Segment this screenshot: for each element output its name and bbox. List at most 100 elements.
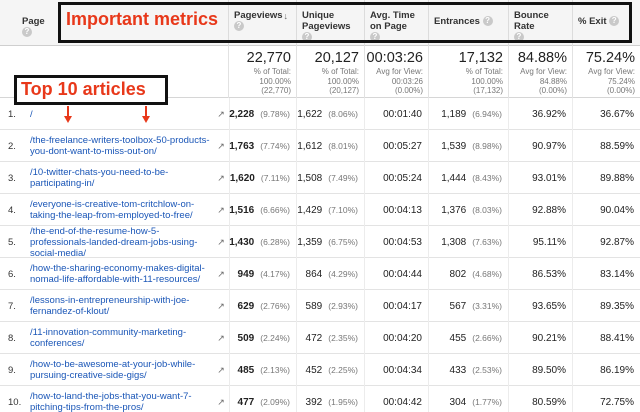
- pageviews-cell: 509 (2.24%): [229, 322, 296, 354]
- totals-row: 22,770 % of Total: 100.00% (22,770) 20,1…: [0, 46, 640, 98]
- entrances-percent: (1.77%): [472, 397, 502, 407]
- pageviews-value: 1,430: [229, 236, 255, 248]
- bounce-rate-cell: 92.88%: [508, 194, 572, 226]
- page-link[interactable]: /how-to-be-awesome-at-your-job-while-pur…: [30, 359, 196, 381]
- help-icon[interactable]: ?: [370, 32, 380, 43]
- page-link[interactable]: /: [30, 108, 33, 120]
- pageviews-percent: (6.66%): [260, 205, 290, 215]
- page-link[interactable]: /lessons-in-entrepreneurship-with-joe-fe…: [30, 295, 190, 317]
- entrances-value: 455: [449, 332, 467, 344]
- page-link[interactable]: /10-twitter-chats-you-need-to-be-partici…: [30, 167, 169, 189]
- entrances-cell: 1,189 (6.94%): [428, 98, 508, 130]
- pageviews-percent: (2.09%): [260, 397, 290, 407]
- pageviews-percent: (9.78%): [260, 109, 290, 119]
- unique-pageviews-cell: 472 (2.35%): [296, 322, 364, 354]
- pageviews-percent: (2.76%): [260, 301, 290, 311]
- table-row: 7. /lessons-in-entrepreneurship-with-joe-…: [0, 290, 640, 322]
- exit-cell: 90.04%: [572, 194, 640, 226]
- entrances-value: 1,539: [441, 140, 467, 152]
- total-entrances-caption: % of Total:: [465, 67, 503, 76]
- unique-pageviews-value: 1,622: [297, 108, 323, 120]
- page-link[interactable]: /11-innovation-community-marketing-confe…: [30, 327, 187, 349]
- entrances-value: 1,444: [441, 172, 467, 184]
- pageviews-cell: 1,516 (6.66%): [229, 194, 296, 226]
- arrow-shaft-right: [145, 106, 147, 117]
- open-page-icon[interactable]: ↗: [217, 172, 225, 183]
- pageviews-value: 1,516: [229, 204, 255, 216]
- unique-pageviews-percent: (2.25%): [328, 365, 358, 375]
- page-link[interactable]: /the-end-of-the-resume-how-5-professiona…: [30, 225, 198, 259]
- row-number: 8.: [8, 332, 16, 344]
- page-link[interactable]: /how-the-sharing-economy-makes-digital-n…: [30, 263, 205, 285]
- help-icon[interactable]: ?: [482, 16, 493, 27]
- row-number: 2.: [8, 140, 16, 152]
- pageviews-value: 1,763: [229, 140, 255, 152]
- column-header-bounce-rate[interactable]: Bounce Rate ?: [508, 0, 572, 46]
- entrances-cell: 455 (2.66%): [428, 322, 508, 354]
- column-header-unique-pageviews[interactable]: Unique Pageviews ?: [296, 0, 364, 46]
- avg-time-cell: 00:04:20: [364, 322, 428, 354]
- total-unique-caption: % of Total:: [321, 67, 359, 76]
- total-entrances-percent: 100.00%: [471, 76, 503, 86]
- unique-pageviews-percent: (2.35%): [328, 333, 358, 343]
- unique-pageviews-percent: (4.29%): [328, 269, 358, 279]
- help-icon[interactable]: ?: [22, 27, 32, 38]
- page-link[interactable]: /how-to-land-the-jobs-that-you-want-7-pi…: [30, 391, 192, 412]
- help-icon[interactable]: ?: [234, 21, 244, 32]
- total-avg-time-caption: Avg for View:: [376, 67, 423, 76]
- avg-time-cell: 00:04:13: [364, 194, 428, 226]
- pageviews-cell: 1,430 (6.28%): [229, 226, 296, 258]
- articles-annotation: Top 10 articles: [21, 79, 146, 99]
- bounce-rate-cell: 80.59%: [508, 386, 572, 412]
- sort-descending-icon[interactable]: ↓: [283, 11, 289, 21]
- total-entrances-count: (17,132): [473, 86, 503, 95]
- bounce-rate-cell: 95.11%: [508, 226, 572, 258]
- unique-pageviews-cell: 392 (1.95%): [296, 386, 364, 412]
- avg-time-cell: 00:05:27: [364, 130, 428, 162]
- open-page-icon[interactable]: ↗: [217, 108, 225, 119]
- total-exit: 75.24% Avg for View: 75.24% (0.00%): [572, 46, 640, 98]
- total-entrances: 17,132 % of Total: 100.00% (17,132): [428, 46, 508, 98]
- open-page-icon[interactable]: ↗: [217, 300, 225, 311]
- table-row: 10. /how-to-land-the-jobs-that-you-want-7…: [0, 386, 640, 412]
- total-avg-time-delta: (0.00%): [394, 86, 423, 95]
- column-header-entrances[interactable]: Entrances ?: [428, 0, 508, 46]
- table-row: 6. /how-the-sharing-economy-makes-digital…: [0, 258, 640, 290]
- help-icon[interactable]: ?: [302, 32, 312, 43]
- total-avg-time-avg: 00:03:26: [391, 76, 423, 86]
- bounce-rate-cell: 89.50%: [508, 354, 572, 386]
- open-page-icon[interactable]: ↗: [217, 396, 225, 407]
- open-page-icon[interactable]: ↗: [217, 204, 225, 215]
- entrances-cell: 567 (3.31%): [428, 290, 508, 322]
- row-number: 7.: [8, 300, 16, 312]
- column-header-pageviews[interactable]: Pageviews ? ↓: [228, 0, 296, 46]
- help-icon[interactable]: ?: [514, 32, 524, 43]
- total-bounce-rate: 84.88% Avg for View: 84.88% (0.00%): [508, 46, 572, 98]
- column-header-bounce-rate-label: Bounce Rate: [514, 10, 549, 32]
- column-header-page[interactable]: Page ?: [0, 0, 58, 46]
- open-page-icon[interactable]: ↗: [217, 236, 225, 247]
- column-header-page-label: Page: [22, 16, 45, 27]
- entrances-percent: (3.31%): [472, 301, 502, 311]
- open-page-icon[interactable]: ↗: [217, 332, 225, 343]
- pageviews-value: 949: [237, 268, 255, 280]
- open-page-icon[interactable]: ↗: [217, 268, 225, 279]
- unique-pageviews-percent: (1.95%): [328, 397, 358, 407]
- entrances-value: 304: [449, 396, 467, 408]
- avg-time-cell: 00:04:44: [364, 258, 428, 290]
- open-page-icon[interactable]: ↗: [217, 140, 225, 151]
- total-unique-percent: 100.00%: [327, 76, 359, 86]
- unique-pageviews-percent: (6.75%): [328, 237, 358, 247]
- column-header-avg-time[interactable]: Avg. Time on Page ?: [364, 0, 428, 46]
- exit-cell: 92.87%: [572, 226, 640, 258]
- column-header-exit[interactable]: % Exit ?: [572, 0, 640, 46]
- bounce-rate-cell: 36.92%: [508, 98, 572, 130]
- total-exit-avg: 75.24%: [607, 76, 635, 86]
- page-link[interactable]: /everyone-is-creative-tom-critchlow-on-t…: [30, 199, 195, 221]
- open-page-icon[interactable]: ↗: [217, 364, 225, 375]
- entrances-cell: 304 (1.77%): [428, 386, 508, 412]
- total-pageviews: 22,770 % of Total: 100.00% (22,770): [228, 46, 296, 98]
- unique-pageviews-cell: 1,429 (7.10%): [296, 194, 364, 226]
- help-icon[interactable]: ?: [609, 16, 620, 27]
- page-link[interactable]: /the-freelance-writers-toolbox-50-produc…: [30, 135, 210, 157]
